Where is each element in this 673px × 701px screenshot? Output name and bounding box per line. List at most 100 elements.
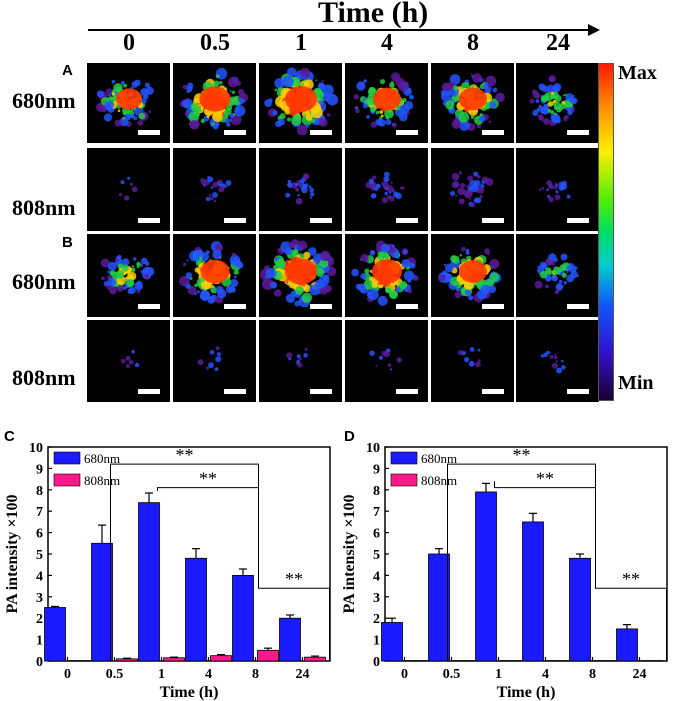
y-tick-label: 8 xyxy=(373,484,380,499)
bar-808nm xyxy=(116,658,138,662)
significance-bracket xyxy=(494,481,596,552)
y-tick-label: 9 xyxy=(36,462,43,477)
scale-bar xyxy=(224,389,246,394)
significance-label: ** xyxy=(536,469,554,489)
bar-680nm xyxy=(616,628,638,662)
colorbar-max-label: Max xyxy=(618,62,657,84)
y-tick-label: 4 xyxy=(373,569,380,584)
pa-image-tile xyxy=(259,234,342,317)
bar-680nm xyxy=(91,542,113,662)
pa-image-tile xyxy=(173,63,256,143)
x-tick-label: 8 xyxy=(589,667,596,682)
x-axis-label: Time (h) xyxy=(160,684,219,701)
y-tick-label: 10 xyxy=(366,441,380,456)
pa-image-tile xyxy=(345,148,428,231)
y-tick-label: 3 xyxy=(36,591,43,606)
time-label: 8 xyxy=(467,30,479,56)
scale-bar xyxy=(567,304,589,309)
y-tick-label: 6 xyxy=(36,527,43,542)
pa-image-tile xyxy=(87,320,170,402)
colorbar xyxy=(598,63,614,401)
time-label: 4 xyxy=(381,30,393,56)
time-label: 0 xyxy=(123,30,135,56)
y-tick-label: 7 xyxy=(373,505,380,520)
bar-680nm xyxy=(569,557,591,662)
significance-label: ** xyxy=(285,569,303,589)
pa-image-tile xyxy=(431,148,514,231)
scale-bar xyxy=(396,218,418,223)
panel-letter-a: A xyxy=(62,62,73,79)
pa-image-tile xyxy=(516,148,599,231)
x-tick-label: 0.5 xyxy=(443,667,461,682)
y-tick-label: 2 xyxy=(36,612,43,627)
scale-bar xyxy=(482,130,504,135)
scale-bar xyxy=(396,304,418,309)
x-tick-label: 1 xyxy=(158,667,165,682)
bar-808nm xyxy=(406,660,428,662)
pa-image-tile xyxy=(431,320,514,402)
significance-label: ** xyxy=(199,469,217,489)
panel-letter-d: D xyxy=(344,428,355,445)
scale-bar xyxy=(138,130,160,135)
scale-bar xyxy=(310,389,332,394)
legend-swatch xyxy=(53,451,81,465)
scale-bar xyxy=(482,304,504,309)
time-label: 24 xyxy=(546,30,570,56)
scale-bar xyxy=(310,130,332,135)
colorbar-min-label: Min xyxy=(618,372,654,394)
y-axis-label: PA intensity ×100 xyxy=(4,494,21,613)
y-tick-label: 0 xyxy=(373,655,380,670)
scale-bar xyxy=(224,130,246,135)
scale-bar xyxy=(224,304,246,309)
pa-image-tile xyxy=(173,148,256,231)
bar-680nm xyxy=(475,491,497,662)
y-tick-label: 1 xyxy=(36,634,43,649)
significance-label: ** xyxy=(622,569,640,589)
x-tick-label: 0 xyxy=(64,667,71,682)
bar-808nm xyxy=(304,656,326,662)
scale-bar xyxy=(482,218,504,223)
x-tick-label: 1 xyxy=(495,667,502,682)
bar-808nm xyxy=(594,660,616,662)
bar-808nm xyxy=(163,657,185,662)
bar-680nm xyxy=(428,553,450,662)
pa-image-tile xyxy=(87,234,170,317)
x-tick-label: 4 xyxy=(205,667,212,682)
pa-image-tile xyxy=(259,148,342,231)
y-tick-label: 5 xyxy=(36,548,43,563)
time-label: 0.5 xyxy=(200,30,230,56)
y-axis-label: PA intensity ×100 xyxy=(341,494,358,613)
y-tick-label: 1 xyxy=(373,634,380,649)
x-axis-label: Time (h) xyxy=(497,684,556,701)
y-tick-label: 8 xyxy=(36,484,43,499)
legend-swatch xyxy=(53,473,81,487)
panel-letter-b: B xyxy=(62,234,73,251)
row-label-a-680: 680nm xyxy=(12,88,76,113)
legend-swatch xyxy=(390,451,418,465)
pa-image-tile xyxy=(173,234,256,317)
x-tick-label: 0.5 xyxy=(106,667,124,682)
y-tick-label: 3 xyxy=(373,591,380,606)
bar-808nm xyxy=(453,660,475,662)
bar-808nm xyxy=(500,660,522,662)
bar-808nm xyxy=(210,655,232,662)
pa-image-tile xyxy=(259,63,342,143)
x-tick-label: 8 xyxy=(252,667,259,682)
pa-image-tile xyxy=(345,234,428,317)
x-tick-label: 4 xyxy=(542,667,549,682)
significance-bracket xyxy=(595,551,667,661)
bar-680nm xyxy=(138,502,160,662)
significance-bracket xyxy=(258,566,330,661)
scale-bar xyxy=(138,389,160,394)
scale-bar xyxy=(567,130,589,135)
significance-bracket xyxy=(157,487,259,567)
significance-label: ** xyxy=(513,445,531,465)
bar-680nm xyxy=(381,622,403,662)
y-tick-label: 10 xyxy=(29,441,43,456)
pa-image-tile xyxy=(516,63,599,143)
y-tick-label: 4 xyxy=(36,569,43,584)
pa-image-tile xyxy=(516,234,599,317)
scale-bar xyxy=(310,304,332,309)
